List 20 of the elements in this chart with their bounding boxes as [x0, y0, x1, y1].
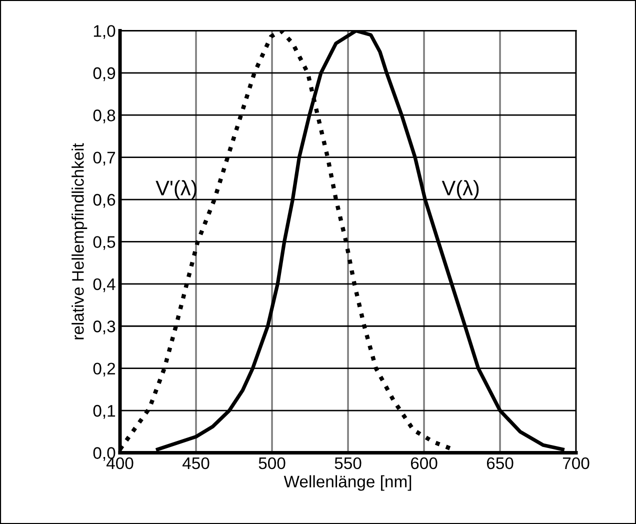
- y-tick-label: 0,6: [93, 194, 116, 208]
- x-tick-label: 500: [258, 457, 286, 470]
- y-axis-title: relative Hellempfindlichkeit: [72, 143, 88, 340]
- y-tick-label: 0,9: [93, 67, 116, 82]
- series-label: V(λ): [442, 180, 479, 200]
- y-tick-label: 0,7: [93, 152, 116, 166]
- x-tick-label: 550: [334, 457, 362, 470]
- x-tick-label: 600: [410, 457, 438, 470]
- y-tick-label: 0,5: [93, 236, 116, 250]
- x-axis-title: Wellenlänge [nm]: [284, 475, 412, 491]
- x-tick-label: 700: [562, 457, 590, 470]
- y-tick-label: 0,3: [93, 320, 116, 334]
- y-tick-label: 0,1: [93, 404, 116, 419]
- x-tick-label: 450: [182, 457, 210, 470]
- series-label: V'(λ): [156, 180, 196, 200]
- y-tick-label: 0,8: [93, 110, 116, 124]
- x-tick-label: 650: [486, 457, 514, 470]
- y-tick-label: 0,2: [93, 362, 116, 376]
- y-tick-label: 1,0: [94, 25, 116, 39]
- y-tick-label: 0,4: [93, 278, 116, 292]
